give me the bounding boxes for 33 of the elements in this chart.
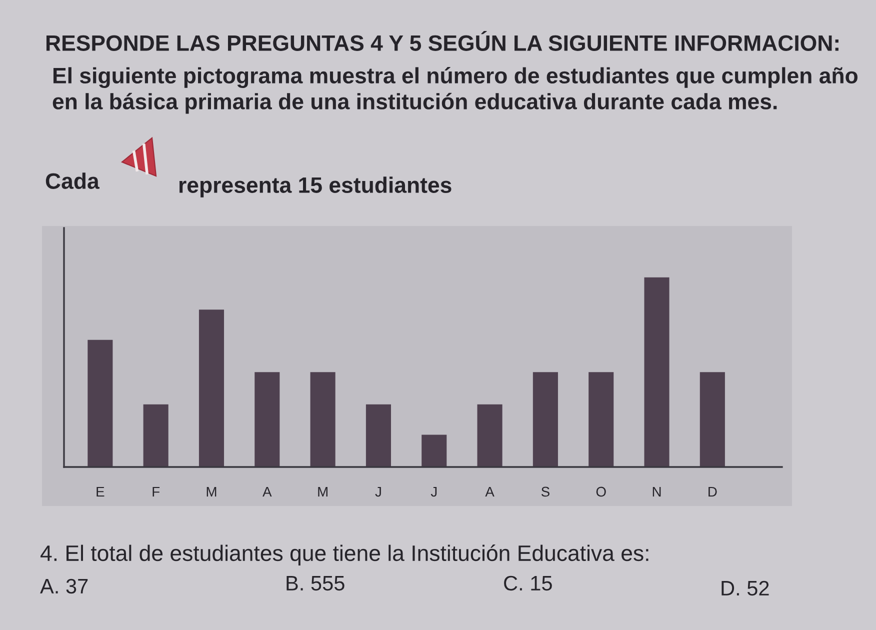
text: D. 52 — [722, 580, 769, 596]
bar — [254, 372, 280, 467]
bar — [366, 404, 391, 467]
x-tick-label: O — [596, 486, 606, 497]
x-tick-label: A — [485, 486, 494, 497]
x-tick-label: M — [206, 486, 216, 497]
x-tick-label: D — [708, 486, 717, 497]
bar — [644, 277, 670, 467]
x-tick-label: E — [96, 486, 104, 497]
text: C. 15 — [504, 576, 552, 591]
bar — [198, 310, 224, 467]
x-tick-label: M — [318, 486, 328, 497]
x-tick-label: N — [652, 486, 661, 497]
bar — [588, 372, 614, 467]
chart-title: RESPONDE LAS PREGUNTAS 4 Y 5 SEGÚN LA SIGUIENTE INFORMACION: — [46, 31, 838, 51]
x-tick-label: J — [375, 486, 381, 497]
bar — [532, 372, 558, 467]
bar — [88, 340, 113, 467]
bar — [422, 434, 447, 467]
bar — [310, 372, 336, 467]
x-tick-label: J — [430, 486, 437, 497]
text: A. 37 — [40, 578, 88, 594]
text: 4. El total de estudiantes que tiene la Institución Educativa es: — [40, 544, 648, 566]
bar — [143, 404, 168, 467]
bar — [477, 404, 502, 467]
text: Cada — [46, 172, 100, 189]
text: B. 555 — [286, 576, 344, 591]
bar — [700, 372, 725, 467]
text: representa 15 estudiantes — [179, 176, 452, 198]
x-tick-label: S — [541, 486, 550, 497]
x-tick-label: F — [152, 486, 160, 497]
x-tick-label: A — [262, 486, 272, 497]
chart-subtitle: El siguiente pictograma muestra el número de estudiantes que cumplen año en la básica primaria de una institución educativa durante cada mes. — [52, 67, 858, 114]
